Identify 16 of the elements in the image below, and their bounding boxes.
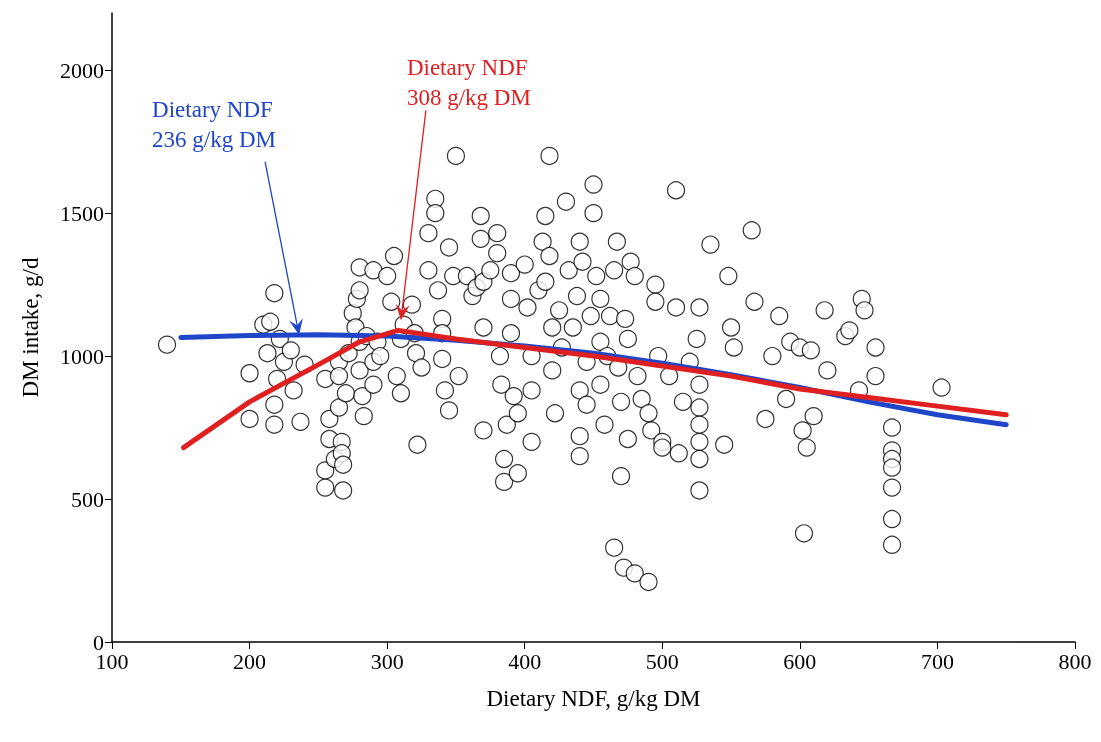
x-tick-label: 200 bbox=[233, 648, 267, 674]
y-tick-label: 0 bbox=[93, 629, 104, 655]
y-tick-label: 2000 bbox=[60, 57, 104, 83]
x-tick-label: 300 bbox=[370, 648, 404, 674]
x-tick-label: 600 bbox=[783, 648, 817, 674]
x-tick-label: 800 bbox=[1058, 648, 1092, 674]
annotation: Dietary NDF 308 g/kg DM bbox=[406, 54, 531, 110]
y-tick-label: 1000 bbox=[60, 343, 104, 369]
x-axis-title: Dietary NDF, g/kg DM bbox=[486, 686, 701, 711]
x-tick-label: 700 bbox=[920, 648, 954, 674]
x-tick-label: 400 bbox=[508, 648, 542, 674]
y-tick-label: 1500 bbox=[60, 200, 104, 226]
y-axis-title: DM intake, g/d bbox=[18, 257, 43, 398]
y-tick-label: 500 bbox=[71, 486, 104, 512]
x-tick-label: 500 bbox=[645, 648, 679, 674]
annotation: Dietary NDF 236 g/kg DM bbox=[152, 97, 277, 153]
